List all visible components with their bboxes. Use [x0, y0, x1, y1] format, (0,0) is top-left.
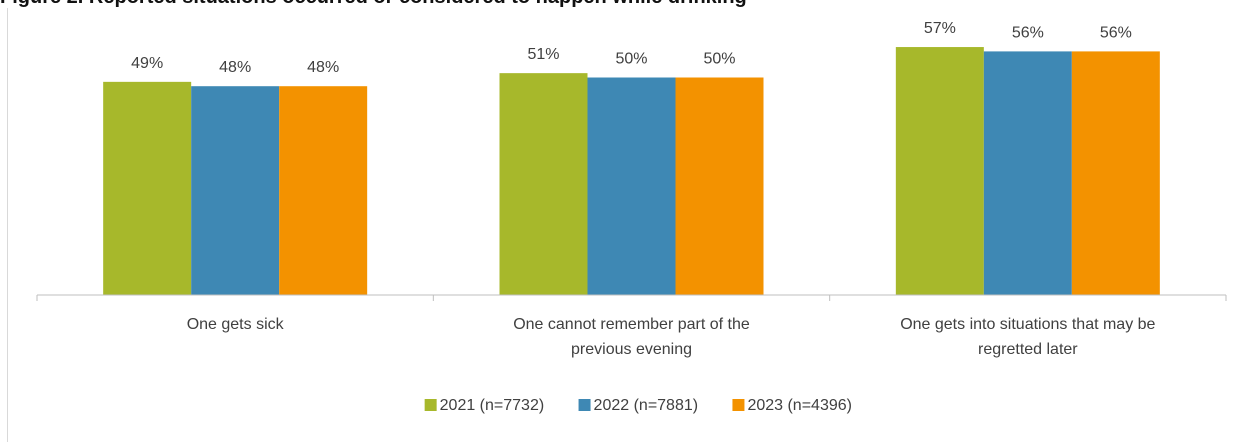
data-label-3-2: 56% — [1012, 24, 1044, 41]
data-label-1-2: 48% — [219, 59, 251, 76]
legend-swatch-2 — [578, 399, 591, 411]
bar-2-1 — [499, 73, 588, 296]
bar-1-2 — [191, 86, 280, 295]
legend-swatch-1 — [424, 399, 437, 411]
bar-1-1 — [103, 81, 192, 295]
chart-title: Figure 2. Reported situations occurred o… — [0, 0, 747, 9]
category-label-1: One gets sick — [187, 316, 285, 333]
legend-swatch-3 — [732, 399, 745, 411]
bar-3-3 — [1071, 51, 1160, 296]
chart-border — [7, 8, 8, 442]
category-label-3: regretted later — [978, 341, 1078, 358]
data-label-2-2: 50% — [615, 51, 647, 68]
data-label-1-1: 49% — [131, 55, 163, 72]
category-label-2: One cannot remember part of the — [513, 316, 750, 333]
legend-label-2: 2022 (n=7881) — [594, 397, 699, 414]
bar-3-1 — [895, 47, 984, 295]
bar-2-3 — [675, 77, 764, 295]
category-label-2: previous evening — [571, 341, 692, 358]
bar-3-2 — [983, 51, 1072, 296]
legend-label-3: 2023 (n=4396) — [747, 397, 852, 414]
data-label-2-1: 51% — [527, 46, 559, 63]
bar-1-3 — [279, 86, 368, 295]
data-label-1-3: 48% — [307, 59, 339, 76]
data-label-2-3: 50% — [703, 51, 735, 68]
category-label-3: One gets into situations that may be — [900, 316, 1155, 333]
data-label-3-3: 56% — [1100, 24, 1132, 41]
bar-2-2 — [587, 77, 676, 295]
data-label-3-1: 57% — [924, 20, 956, 37]
legend-label-1: 2021 (n=7732) — [440, 397, 545, 414]
